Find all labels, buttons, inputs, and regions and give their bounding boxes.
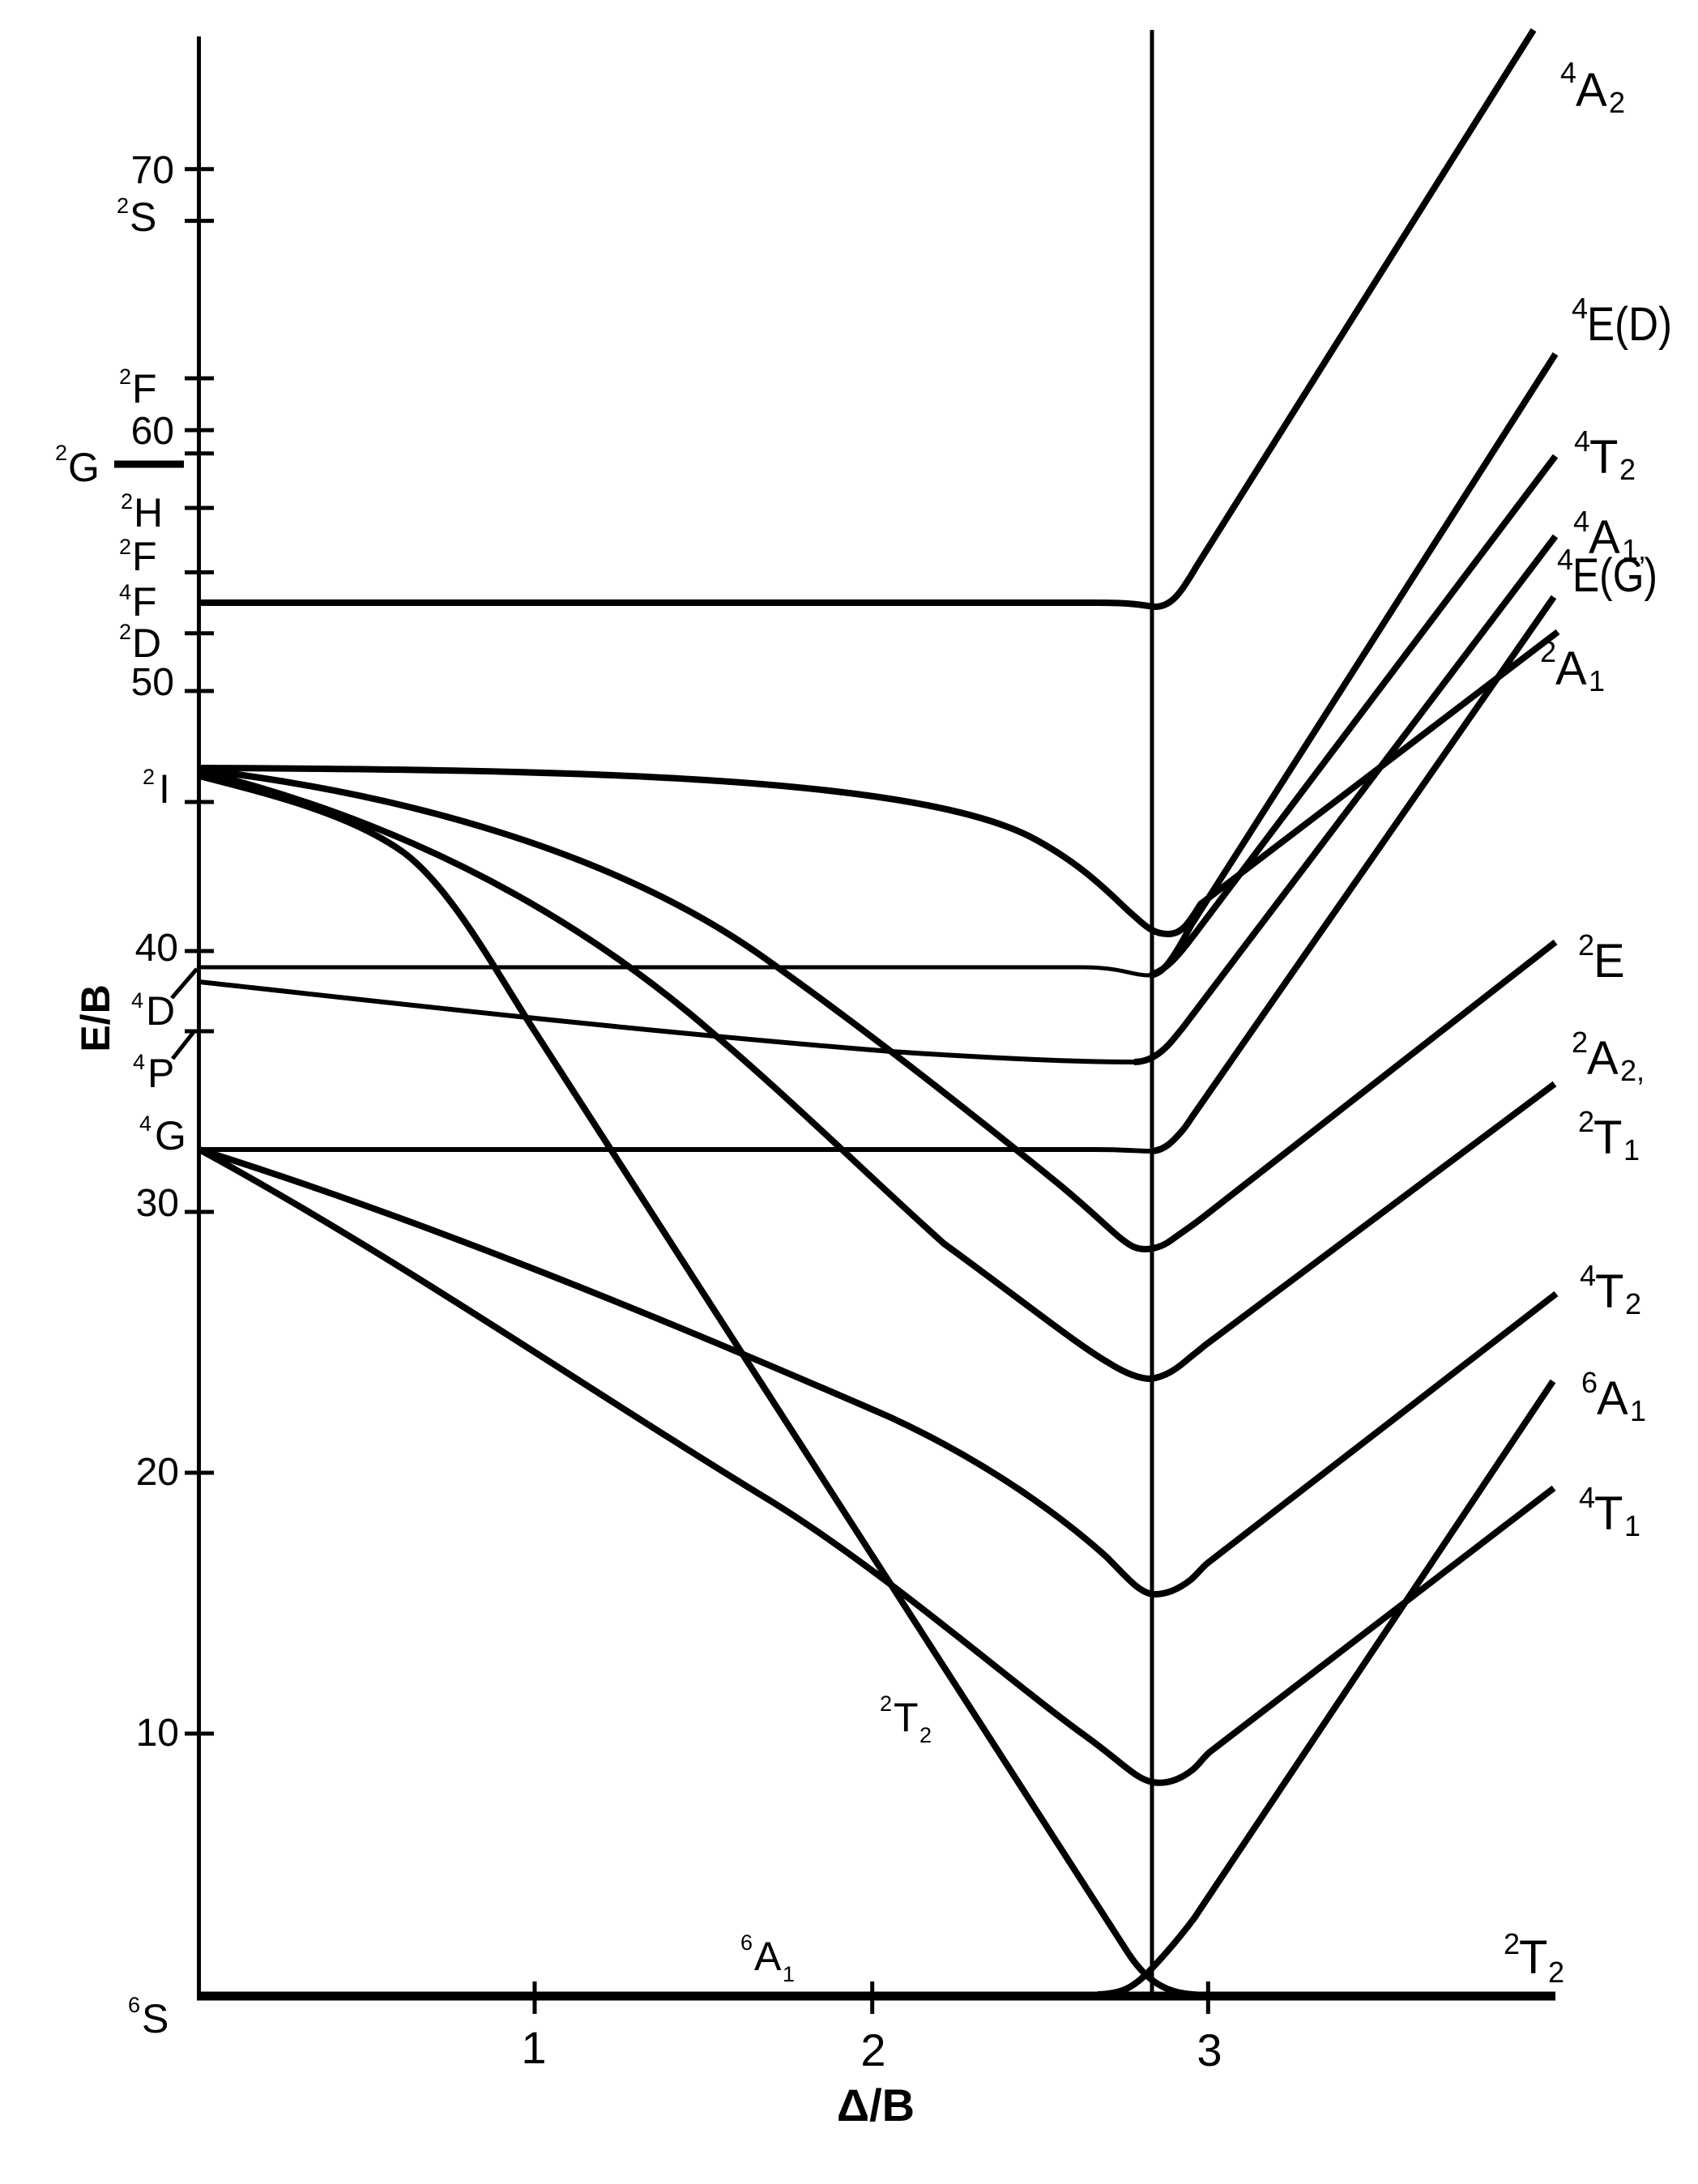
svg-text:60: 60 — [131, 410, 174, 453]
svg-text:G: G — [68, 445, 100, 490]
svg-text:F: F — [132, 579, 157, 625]
svg-text:1: 1 — [783, 1962, 795, 1986]
svg-text:2: 2 — [1578, 928, 1594, 962]
svg-text:4: 4 — [1573, 505, 1589, 538]
svg-text:2,: 2, — [1620, 1054, 1645, 1087]
svg-text:A: A — [754, 1934, 782, 1979]
svg-text:3: 3 — [1197, 2024, 1222, 2075]
svg-text:A: A — [1576, 64, 1607, 117]
svg-text:T: T — [894, 1695, 919, 1740]
svg-text:30: 30 — [136, 1182, 179, 1225]
svg-text:20: 20 — [136, 1451, 179, 1494]
svg-text:2: 2 — [880, 1691, 892, 1716]
svg-text:F: F — [132, 534, 157, 579]
svg-text:1: 1 — [1623, 1133, 1640, 1167]
svg-text:4: 4 — [1579, 1481, 1595, 1514]
svg-text:E/B: E/B — [73, 984, 118, 1051]
svg-text:F: F — [132, 366, 157, 412]
svg-text:4: 4 — [131, 988, 143, 1013]
svg-text:S: S — [142, 1996, 169, 2041]
svg-text:2: 2 — [1625, 1287, 1641, 1320]
svg-text:2: 2 — [1548, 1956, 1564, 1989]
svg-text:4: 4 — [119, 580, 131, 604]
svg-text:4: 4 — [139, 1111, 151, 1136]
svg-text:4: 4 — [1580, 1259, 1596, 1292]
svg-text:2: 2 — [1504, 1927, 1520, 1960]
svg-text:6: 6 — [740, 1930, 753, 1955]
svg-text:D: D — [132, 621, 161, 666]
svg-text:40: 40 — [135, 927, 178, 970]
svg-text:4: 4 — [1574, 424, 1590, 458]
svg-text:2: 2 — [1572, 1026, 1588, 1059]
svg-text:10: 10 — [136, 1712, 179, 1755]
svg-text:1: 1 — [1624, 1509, 1640, 1542]
svg-text:1: 1 — [1630, 1394, 1646, 1427]
svg-text:2: 2 — [1619, 453, 1636, 486]
svg-text:I: I — [159, 766, 170, 812]
svg-text:4: 4 — [1557, 543, 1573, 576]
svg-text:2: 2 — [119, 365, 131, 389]
svg-text:2: 2 — [119, 620, 131, 644]
svg-text:70: 70 — [131, 149, 174, 192]
svg-text:A: A — [1597, 1372, 1628, 1425]
svg-text:2: 2 — [117, 194, 129, 218]
svg-text:A: A — [1587, 1032, 1619, 1085]
svg-text:6: 6 — [1581, 1366, 1598, 1399]
svg-text:2: 2 — [860, 2024, 885, 2075]
svg-text:G: G — [155, 1113, 186, 1158]
svg-text:T: T — [1595, 1265, 1623, 1318]
svg-text:P: P — [147, 1051, 174, 1096]
svg-text:4: 4 — [1572, 292, 1588, 325]
svg-text:T: T — [1589, 431, 1618, 484]
svg-text:E(D): E(D) — [1587, 298, 1672, 351]
svg-text:A: A — [1555, 642, 1587, 695]
svg-text:2: 2 — [1540, 635, 1556, 668]
svg-text:A: A — [1589, 511, 1620, 564]
svg-text:2: 2 — [143, 765, 155, 789]
svg-text:2: 2 — [919, 1723, 932, 1747]
svg-text:2: 2 — [1609, 86, 1625, 119]
svg-text:50: 50 — [131, 661, 174, 704]
svg-text:2: 2 — [121, 489, 133, 514]
svg-text:E(G): E(G) — [1572, 549, 1657, 602]
svg-text:4: 4 — [133, 1050, 145, 1074]
svg-text:2: 2 — [119, 535, 131, 559]
svg-text:Δ/B: Δ/B — [837, 2079, 915, 2131]
svg-text:H: H — [134, 490, 163, 535]
svg-text:1,: 1, — [1622, 533, 1646, 566]
svg-text:2: 2 — [1578, 1105, 1594, 1138]
svg-text:T: T — [1519, 1931, 1547, 1984]
svg-text:E: E — [1593, 935, 1625, 987]
svg-text:6: 6 — [128, 1993, 140, 2017]
svg-text:2: 2 — [55, 441, 67, 465]
svg-text:1: 1 — [521, 2022, 546, 2073]
svg-text:T: T — [1593, 1111, 1622, 1164]
svg-text:T: T — [1594, 1487, 1623, 1540]
svg-text:4: 4 — [1560, 56, 1576, 89]
svg-text:S: S — [130, 194, 156, 240]
svg-text:1: 1 — [1589, 664, 1605, 697]
svg-text:D: D — [146, 988, 175, 1034]
